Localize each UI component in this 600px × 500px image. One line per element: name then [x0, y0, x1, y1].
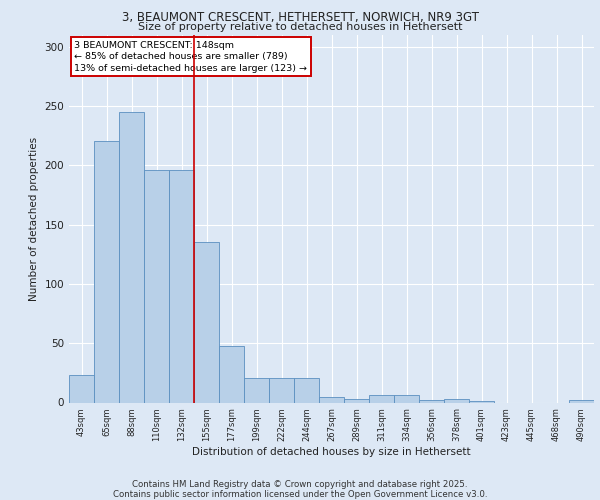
Bar — [219, 346, 244, 403]
X-axis label: Distribution of detached houses by size in Hethersett: Distribution of detached houses by size … — [192, 447, 471, 457]
Bar — [169, 170, 194, 402]
Text: 3, BEAUMONT CRESCENT, HETHERSETT, NORWICH, NR9 3GT: 3, BEAUMONT CRESCENT, HETHERSETT, NORWIC… — [121, 11, 479, 24]
Bar — [269, 378, 294, 402]
Bar — [344, 399, 369, 402]
Bar — [569, 400, 594, 402]
Text: 3 BEAUMONT CRESCENT: 148sqm
← 85% of detached houses are smaller (789)
13% of se: 3 BEAUMONT CRESCENT: 148sqm ← 85% of det… — [74, 40, 307, 73]
Bar — [419, 400, 444, 402]
Bar — [369, 396, 394, 402]
Bar — [319, 396, 344, 402]
Bar — [194, 242, 219, 402]
Y-axis label: Number of detached properties: Number of detached properties — [29, 136, 39, 301]
Bar — [394, 396, 419, 402]
Bar — [69, 375, 94, 402]
Bar — [444, 399, 469, 402]
Text: Contains HM Land Registry data © Crown copyright and database right 2025.
Contai: Contains HM Land Registry data © Crown c… — [113, 480, 487, 499]
Bar — [294, 378, 319, 402]
Text: Size of property relative to detached houses in Hethersett: Size of property relative to detached ho… — [138, 22, 462, 32]
Bar — [119, 112, 144, 403]
Bar — [244, 378, 269, 402]
Bar — [94, 140, 119, 402]
Bar — [144, 170, 169, 402]
